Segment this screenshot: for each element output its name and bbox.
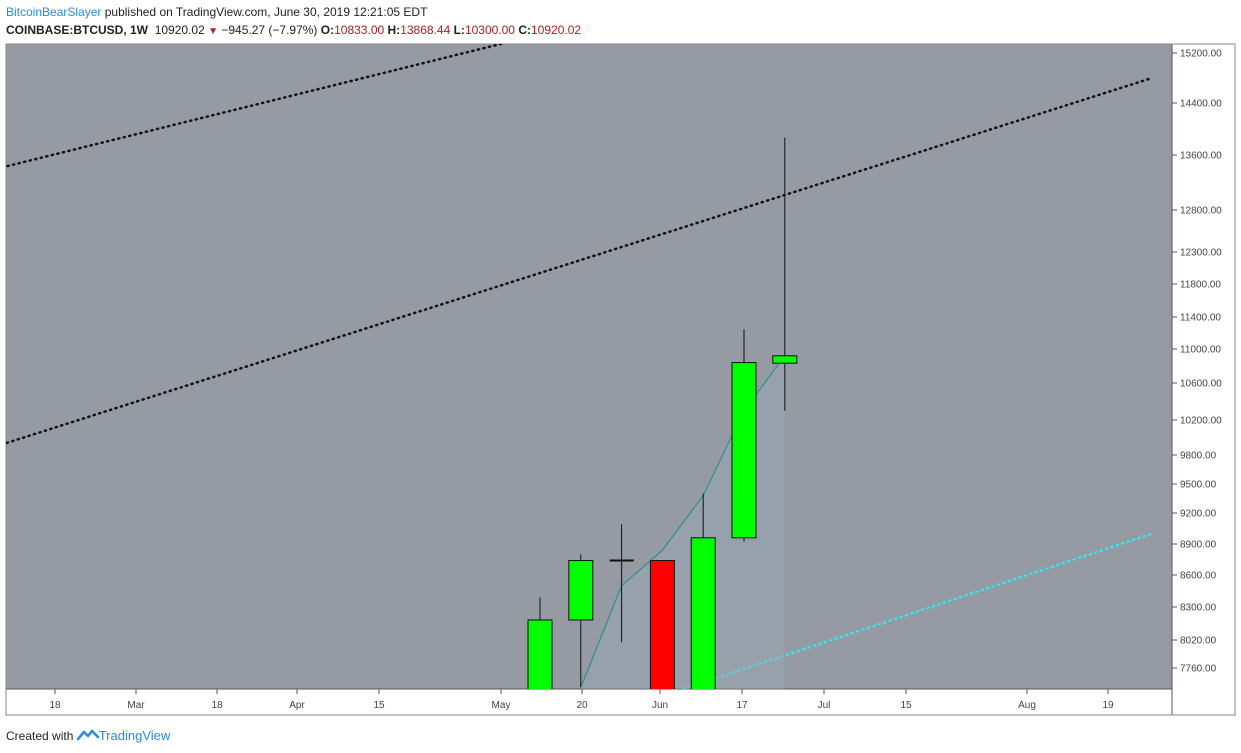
y-tick-label: 13600.00 — [1180, 151, 1222, 162]
y-tick-label: 12800.00 — [1180, 206, 1222, 217]
x-tick-label: 19 — [1102, 700, 1114, 711]
candle-body[interactable] — [649, 560, 675, 694]
tradingview-logo-icon — [76, 729, 99, 741]
y-tick-label: 8020.00 — [1180, 636, 1217, 647]
x-tick-label: 18 — [49, 700, 61, 711]
candle-body[interactable] — [568, 560, 594, 621]
high-value: 13868.44 — [400, 23, 451, 37]
symbol-label: COINBASE:BTCUSD, 1W — [6, 23, 149, 37]
footer: Created with TradingView — [6, 728, 170, 743]
x-tick-label: 17 — [736, 700, 748, 711]
trendline-1[interactable] — [0, 34, 540, 175]
time-axis-area[interactable] — [6, 689, 1172, 715]
y-tick-label: 8900.00 — [1180, 540, 1217, 551]
y-tick-label: 9500.00 — [1180, 480, 1217, 491]
chart-frame — [5, 43, 1236, 716]
x-tick-label: 20 — [576, 700, 588, 711]
x-tick-label: 18 — [211, 700, 223, 711]
y-tick-label: 11000.00 — [1180, 345, 1221, 356]
candle-body[interactable] — [527, 619, 553, 723]
x-tick-label: Aug — [1018, 700, 1036, 711]
x-tick-label: May — [492, 700, 511, 711]
x-tick-label: Jul — [818, 700, 831, 711]
y-tick-label: 11800.00 — [1180, 280, 1221, 291]
y-tick-label: 7760.00 — [1180, 664, 1217, 675]
y-tick-label: 10600.00 — [1180, 379, 1222, 390]
open-value: 10833.00 — [334, 23, 385, 37]
y-tick-label: 15200.00 — [1180, 49, 1222, 60]
candle-body[interactable] — [690, 537, 716, 694]
candle-body[interactable] — [731, 362, 757, 539]
y-tick-label: 8600.00 — [1180, 571, 1217, 582]
y-tick-label: 11400.00 — [1180, 313, 1221, 324]
x-tick-label: Mar — [127, 700, 145, 711]
price-axis-area[interactable] — [1172, 44, 1235, 689]
created-with-text: Created with — [6, 729, 74, 743]
low-value: 10300.00 — [464, 23, 515, 37]
candle-body[interactable] — [772, 355, 798, 364]
y-tick-label: 9800.00 — [1180, 451, 1217, 462]
open-label: O: — [320, 23, 335, 37]
y-tick-label: 10200.00 — [1180, 416, 1222, 427]
x-tick-label: Jun — [652, 700, 668, 711]
symbol-info: COINBASE:BTCUSD, 1W 10920.02 ▼ −945.27 (… — [6, 23, 581, 37]
close-label: C: — [518, 23, 531, 37]
y-tick-label: 8300.00 — [1180, 603, 1217, 614]
trendline-2[interactable] — [0, 76, 1154, 455]
published-text: published on TradingView.com, June 30, 2… — [104, 5, 428, 19]
last-price: 10920.02 — [154, 23, 205, 37]
tradingview-brand[interactable]: TradingView — [98, 728, 171, 743]
y-tick-label: 12300.00 — [1180, 248, 1222, 259]
x-tick-label: 15 — [900, 700, 912, 711]
author-link[interactable]: BitcoinBearSlayer — [6, 5, 102, 19]
x-tick-label: Apr — [289, 700, 305, 711]
price-change: −945.27 (−7.97%) — [221, 23, 318, 37]
y-tick-label: 14400.00 — [1180, 99, 1222, 110]
close-value: 10920.02 — [531, 23, 582, 37]
y-tick-label: 9200.00 — [1180, 509, 1217, 520]
trendline-3[interactable] — [662, 532, 1154, 696]
low-label: L: — [453, 23, 465, 37]
high-label: H: — [387, 23, 401, 37]
x-tick-label: 15 — [373, 700, 385, 711]
publish-info: BitcoinBearSlayer published on TradingVi… — [6, 5, 427, 19]
down-triangle-icon: ▼ — [208, 26, 218, 37]
